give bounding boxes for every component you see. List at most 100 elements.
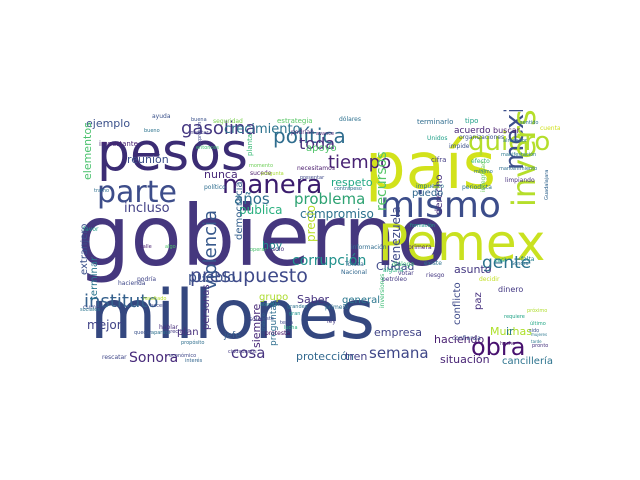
word-149: aparato <box>151 330 170 336</box>
word-108: organizaciones <box>459 134 504 141</box>
word-83: importante <box>99 140 138 148</box>
word-1: millones <box>90 276 375 355</box>
word-118: falta <box>521 256 535 263</box>
word-100: interés <box>185 357 203 364</box>
word-132: avance <box>316 131 334 137</box>
word-99: sociales <box>80 307 100 313</box>
word-84: necesitamos <box>297 165 335 172</box>
word-158: mantenimiento <box>499 166 537 172</box>
word-39: hoy <box>262 239 283 252</box>
word-13: instituto <box>84 291 158 312</box>
word-72: ayuda <box>152 113 171 120</box>
word-45: situación <box>440 353 490 366</box>
word-28: años <box>234 190 270 208</box>
word-11: presupuesto <box>190 265 308 287</box>
word-73: dólares <box>339 116 361 123</box>
word-81: impide <box>449 143 470 150</box>
word-44: tren <box>345 350 367 363</box>
word-151: hacer <box>150 303 165 309</box>
word-19: problema <box>294 190 365 208</box>
word-161: bueno <box>144 128 160 134</box>
word-31: incluso <box>124 201 170 216</box>
word-68: acuerdo <box>454 126 491 136</box>
word-41: compromiso <box>300 207 374 221</box>
word-8: quiero <box>468 127 550 157</box>
word-21: gente <box>482 253 531 273</box>
word-6: mismo <box>380 185 501 226</box>
word-7: política <box>273 124 346 148</box>
word-67: dinero <box>498 285 523 294</box>
word-97: hecho <box>500 341 515 347</box>
word-50: Saber <box>297 293 329 306</box>
word-16: crecimiento <box>224 122 301 137</box>
word-18: toda <box>299 134 335 153</box>
word-114: trabajo <box>261 313 267 331</box>
word-125: último <box>530 320 546 327</box>
word-105: Nacional <box>341 269 367 276</box>
word-141: pregunta <box>261 171 284 177</box>
word-162: cuenta <box>540 125 560 132</box>
word-116: ley <box>327 318 336 325</box>
word-57: apoyo <box>306 143 337 154</box>
word-156: expresión <box>196 122 203 146</box>
word-113: sucede <box>250 170 272 177</box>
word-89: hacienda <box>118 280 146 287</box>
word-25: cosa <box>231 344 265 362</box>
word-69: buscar <box>493 126 521 135</box>
word-121: existe <box>424 260 442 267</box>
word-32: ejemplo <box>86 117 130 130</box>
word-48: Muchas <box>490 325 532 338</box>
word-70: terminarlo <box>417 118 453 126</box>
word-35: extranjero <box>80 224 90 275</box>
word-51: general <box>342 295 380 306</box>
word-142: operar <box>250 247 267 253</box>
word-40: respeto <box>331 176 373 189</box>
word-46: cancillería <box>502 355 553 367</box>
word-109: periodista <box>462 184 492 191</box>
word-130: inversiones <box>379 274 386 308</box>
word-147: quedar <box>134 330 153 336</box>
word-131: presentar <box>300 175 325 181</box>
word-144: tema <box>280 320 293 326</box>
word-93: primera <box>408 244 432 251</box>
word-102: ciudadanos <box>228 349 257 355</box>
word-66: jefe <box>223 331 241 341</box>
word-85: hablar <box>159 324 179 331</box>
word-15: gasolina <box>181 118 256 139</box>
word-124: sido <box>529 328 539 334</box>
word-96: decidir <box>479 276 500 283</box>
word-37: nunca <box>204 168 238 181</box>
word-122: diálogo <box>392 261 414 268</box>
word-60: siempre <box>250 303 263 348</box>
word-0: gobierno <box>80 187 448 285</box>
word-23: Sonora <box>129 350 178 366</box>
word-139: político <box>204 184 226 191</box>
word-126: requiere <box>504 314 525 320</box>
word-104: protesta <box>265 330 290 337</box>
word-107: Unidos <box>427 135 447 142</box>
word-106: petróleo <box>382 276 407 283</box>
word-58: democracia <box>234 181 245 240</box>
word-136: sólo <box>249 316 261 323</box>
word-111: impuesto <box>416 183 444 190</box>
word-145: atender <box>260 302 281 308</box>
word-47: haciendo <box>434 333 485 346</box>
word-157: mínimo <box>474 168 493 175</box>
word-148: derecha <box>164 329 184 335</box>
word-42: empresa <box>374 326 422 339</box>
word-65: plan <box>177 327 199 338</box>
word-59: personas <box>201 284 212 330</box>
word-119: integridad <box>480 161 487 192</box>
word-24: semana <box>369 344 429 362</box>
word-2: país <box>365 130 496 204</box>
word-79: cifra <box>431 156 446 164</box>
word-26: recursos <box>374 151 390 211</box>
word-38: pública <box>239 203 282 217</box>
word-95: confianza <box>452 335 481 342</box>
word-61: preguntas <box>269 300 279 346</box>
word-143: grandes <box>287 304 308 310</box>
word-115: primero <box>325 304 349 311</box>
word-129: tarde <box>531 339 542 344</box>
word-155: entonces <box>196 145 219 151</box>
